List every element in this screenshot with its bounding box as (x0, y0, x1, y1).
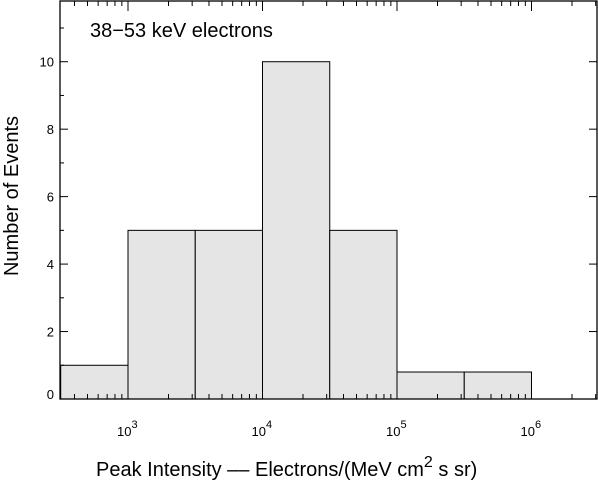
x-tick-label: 104 (252, 419, 273, 439)
y-axis-label: Number of Events (1, 116, 23, 276)
x-tick-label-exponent: 3 (131, 419, 137, 431)
histogram-bar-4 (194, 229, 263, 400)
y-tick-label: 6 (47, 190, 54, 205)
y-tick-label: 0 (47, 387, 54, 402)
histogram-bar-7 (396, 371, 465, 400)
y-tick-label: 10 (40, 55, 54, 70)
x-tick-label-exponent: 4 (266, 419, 272, 431)
x-tick-label-base: 10 (117, 424, 131, 439)
x-tick-label: 106 (521, 419, 542, 439)
histogram-bar-6 (329, 229, 398, 400)
x-axis-label-main: Peak Intensity –– Electrons/(MeV cm (96, 459, 424, 481)
histogram-bar-2 (60, 364, 129, 400)
x-axis-label-tail: s sr) (433, 459, 477, 481)
x-axis-label: Peak Intensity –– Electrons/(MeV cm2 s s… (96, 454, 477, 481)
x-tick-label-exponent: 6 (535, 419, 541, 431)
x-tick-label-base: 10 (252, 424, 266, 439)
x-tick-label: 105 (386, 419, 407, 439)
histogram-bar-8 (463, 371, 532, 400)
y-tick-label: 2 (47, 325, 54, 340)
histogram-bar-3 (127, 229, 196, 400)
x-tick-label-base: 10 (386, 424, 400, 439)
y-tick-label: 8 (47, 122, 54, 137)
x-tick-label: 103 (117, 419, 138, 439)
x-tick-label-exponent: 5 (400, 419, 406, 431)
x-tick-label-base: 10 (521, 424, 535, 439)
histogram-bars (59, 61, 532, 400)
chart-annotation: 38−53 keV electrons (90, 20, 273, 42)
y-tick-label: 4 (47, 257, 54, 272)
histogram-bar-5 (262, 61, 331, 400)
x-axis-label-exponent: 2 (424, 454, 433, 471)
plot-frame (59, 0, 598, 400)
